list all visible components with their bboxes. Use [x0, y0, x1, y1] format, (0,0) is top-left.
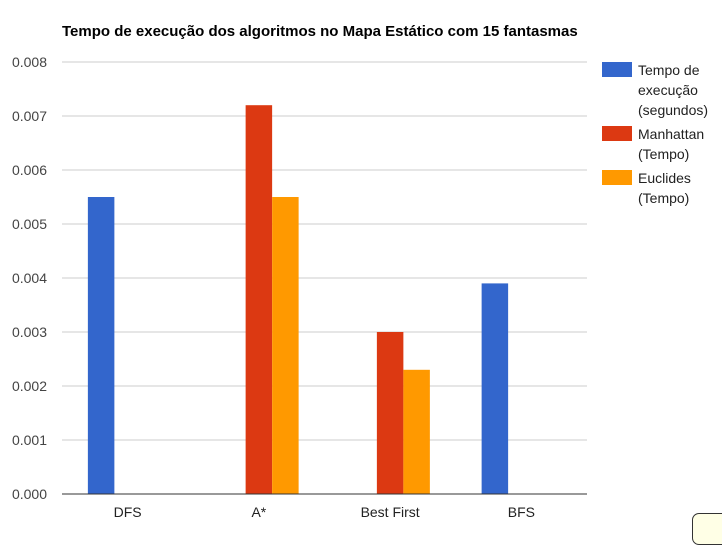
y-tick-label: 0.001 [12, 432, 47, 448]
bar[interactable] [376, 332, 404, 494]
chart: Tempo de execução dos algoritmos no Mapa… [12, 23, 708, 520]
legend-swatch[interactable] [602, 126, 632, 141]
x-category-label: A* [251, 504, 266, 520]
legend[interactable]: Tempo de execução (segundos) Manhattan (Temp… [602, 62, 708, 206]
y-tick-label: 0.000 [12, 486, 47, 502]
bar[interactable] [87, 197, 115, 494]
y-tick-label: 0.007 [12, 108, 47, 124]
y-tick-label: 0.008 [12, 54, 47, 70]
x-category-label: DFS [114, 504, 142, 520]
y-tick-label: 0.002 [12, 378, 47, 394]
bar[interactable] [272, 197, 299, 494]
bars [87, 105, 509, 494]
x-axis-categories: DFS A* Best First BFS [114, 504, 535, 520]
legend-label[interactable]: Tempo de execução (segundos) [638, 62, 708, 118]
x-category-label: BFS [508, 504, 535, 520]
y-tick-label: 0.004 [12, 270, 47, 286]
legend-swatch[interactable] [602, 170, 632, 185]
corner-tab[interactable] [692, 513, 722, 545]
y-tick-label: 0.006 [12, 162, 47, 178]
bar[interactable] [481, 283, 509, 494]
legend-label[interactable]: Manhattan (Tempo) [638, 126, 704, 162]
gridlines [62, 61, 587, 441]
x-category-label: Best First [361, 504, 420, 520]
bar[interactable] [245, 105, 273, 494]
legend-label[interactable]: Euclides (Tempo) [638, 170, 691, 206]
chart-title: Tempo de execução dos algoritmos no Mapa… [62, 23, 578, 40]
legend-swatch[interactable] [602, 62, 632, 77]
y-tick-label: 0.005 [12, 216, 47, 232]
bar[interactable] [403, 369, 430, 494]
y-tick-label: 0.003 [12, 324, 47, 340]
y-axis-ticks: 0.000 0.001 0.002 0.003 0.004 0.005 0.006 0.007… [12, 54, 47, 502]
